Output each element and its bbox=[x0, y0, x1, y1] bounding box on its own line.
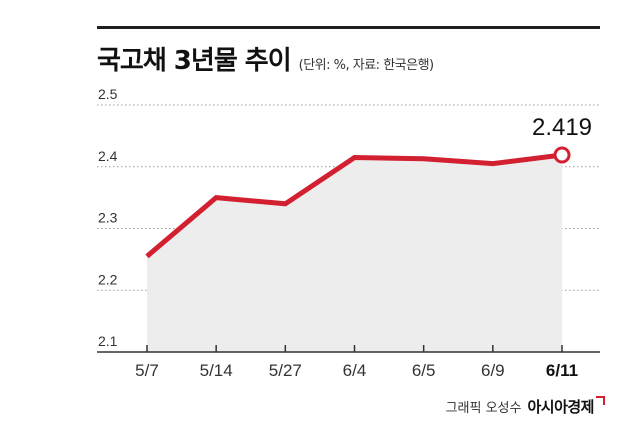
y-tick-label: 2.3 bbox=[98, 210, 118, 226]
x-tick-label: 6/11 bbox=[546, 361, 578, 380]
x-tick-label: 5/27 bbox=[269, 361, 302, 380]
x-tick-label: 6/5 bbox=[412, 361, 436, 380]
end-point-label: 2.419 bbox=[532, 114, 592, 141]
x-tick-label: 6/4 bbox=[343, 361, 367, 380]
chart-subtitle: (단위: %, 자료: 한국은행) bbox=[298, 58, 434, 73]
y-axis-ticks: 2.1 2.2 2.3 2.4 2.5 bbox=[98, 86, 118, 349]
brand-mark-icon bbox=[596, 396, 605, 405]
x-axis-ticks: 5/7 5/14 5/27 6/4 6/5 6/9 6/11 bbox=[135, 345, 578, 380]
y-tick-label: 2.5 bbox=[98, 86, 118, 102]
x-tick-label: 6/9 bbox=[481, 361, 505, 380]
chart-title: 국고채 3년물 추이 bbox=[97, 46, 292, 76]
series-line bbox=[145, 152, 563, 259]
brand-logo: 아시아경제 bbox=[527, 398, 594, 416]
x-tick-label: 5/14 bbox=[200, 361, 233, 380]
graphic-credit: 그래픽 오성수 bbox=[445, 401, 522, 416]
data-markers: 2.419 bbox=[532, 114, 592, 164]
chart-header: 국고채 3년물 추이 (단위: %, 자료: 한국은행) bbox=[97, 40, 434, 77]
y-tick-label: 2.4 bbox=[98, 148, 118, 164]
y-tick-label: 2.2 bbox=[98, 271, 118, 287]
top-rule bbox=[97, 26, 600, 29]
x-tick-label: 5/7 bbox=[135, 361, 159, 380]
area-fill bbox=[147, 155, 562, 352]
y-tick-label: 2.1 bbox=[98, 333, 118, 349]
end-point-marker bbox=[553, 146, 571, 164]
credit: 그래픽 오성수 아시아경제 bbox=[446, 396, 605, 417]
